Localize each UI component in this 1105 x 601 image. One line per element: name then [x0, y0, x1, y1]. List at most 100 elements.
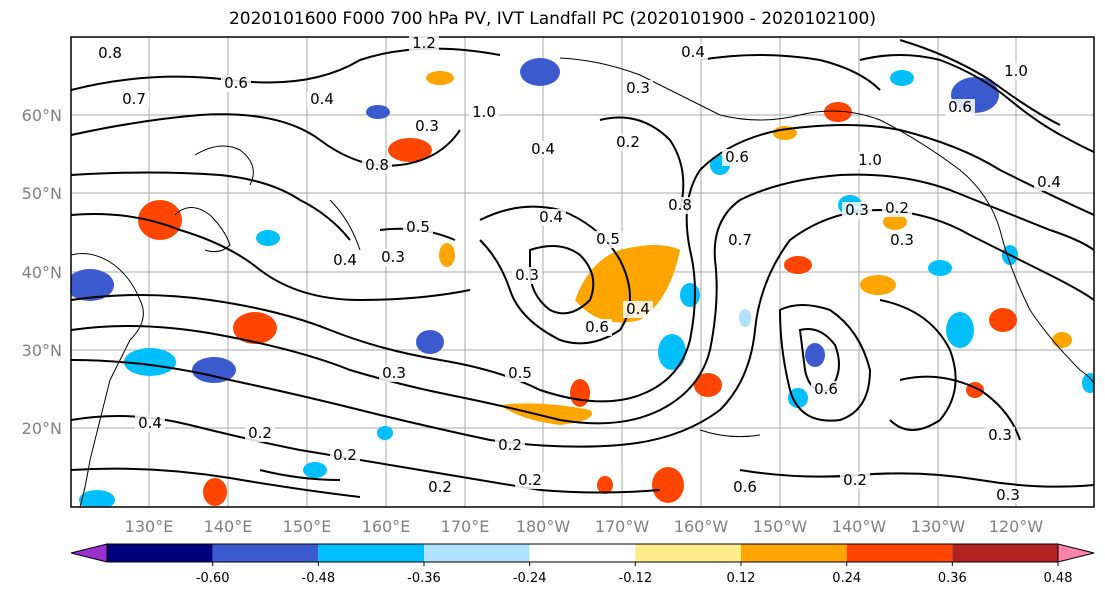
contour-label: 0.3 — [996, 486, 1020, 504]
longitude-label: 170°W — [595, 517, 650, 536]
longitude-label: 180°W — [516, 517, 571, 536]
contour-label-bg — [811, 381, 841, 398]
contour-label-bg — [362, 157, 392, 174]
contour-label: 0.2 — [248, 424, 272, 442]
longitude-labels: 130°E 140°E 150°E 160°E 170°E 180°W 170°W 160°W… — [125, 517, 1044, 536]
negative-anomaly — [366, 105, 390, 119]
contour-label-bg — [1001, 63, 1031, 80]
latitude-label: 20°N — [22, 419, 62, 438]
latitude-label: 50°N — [22, 184, 62, 203]
positive-anomaly — [883, 214, 907, 230]
contour-label: 0.4 — [310, 90, 334, 108]
contour-label: 0.2 — [885, 199, 909, 217]
negative-anomaly — [124, 348, 176, 376]
contour-label-bg — [403, 219, 433, 236]
map-border — [70, 36, 1095, 508]
colorbar-segment — [952, 544, 1058, 562]
positive-anomaly — [388, 138, 432, 162]
positive-anomaly — [138, 200, 182, 240]
contour-label: 0.3 — [890, 231, 914, 249]
contour-label: 0.5 — [596, 230, 620, 248]
contour-label-bg — [95, 45, 125, 62]
negative-anomaly — [71, 269, 114, 301]
colorbar-segment — [318, 544, 424, 562]
positive-anomaly — [1052, 332, 1072, 348]
colorbar-segment — [846, 544, 953, 562]
negative-anomaly — [256, 230, 280, 246]
negative-anomaly — [739, 309, 751, 327]
positive-anomaly — [784, 256, 812, 274]
colorbar-tick-label: -0.60 — [196, 571, 230, 586]
contour-label-bg — [307, 91, 337, 108]
positive-anomaly — [860, 275, 896, 295]
negative-anomaly — [788, 388, 808, 408]
contour-label: 0.6 — [733, 478, 757, 496]
colorbar-segment — [212, 544, 319, 562]
contour-label-bg — [725, 232, 755, 249]
contour-label: 1.0 — [1004, 62, 1028, 80]
contour-label-bg — [409, 35, 439, 52]
positive-anomaly — [203, 478, 227, 506]
positive-anomaly — [652, 467, 684, 503]
colorbar-outline — [106, 543, 1059, 563]
positive-anomaly — [570, 379, 590, 407]
colorbar-tick-label: 0.24 — [832, 571, 861, 586]
contour-label-bg — [1034, 174, 1064, 191]
contour-label-bg — [993, 487, 1023, 504]
contour-label-bg — [623, 301, 653, 318]
colorbar-max-extend — [1057, 543, 1095, 563]
contour-label-bg — [528, 141, 558, 158]
contour-labels: 0.8 0.6 1.2 0.4 0.6 0.7 0.4 0.3 0.8 1.0 0.4 0.3 0.2 0… — [95, 34, 1064, 504]
contour-label-bg — [330, 447, 360, 464]
contour-label: 0.6 — [948, 98, 972, 116]
coastlines — [71, 57, 1094, 507]
positive-anomaly — [439, 243, 455, 267]
contour-label: 0.8 — [365, 156, 389, 174]
contour-label-bg — [245, 425, 275, 442]
contour-label-bg — [855, 152, 885, 169]
contour-label-bg — [985, 427, 1015, 444]
contour-label: 1.0 — [858, 151, 882, 169]
longitude-label: 150°W — [753, 517, 808, 536]
positive-anomaly — [989, 308, 1017, 332]
contour-label-bg — [378, 249, 408, 266]
contour-label-bg — [623, 80, 653, 97]
contour-label: 0.3 — [845, 201, 869, 219]
contour-label: 0.3 — [515, 266, 539, 284]
contour-label: 0.5 — [508, 364, 532, 382]
colorbar-tick-label: 0.48 — [1044, 571, 1073, 586]
contour-label: 0.6 — [725, 148, 749, 166]
negative-anomaly — [680, 283, 700, 307]
colorbar-segment — [741, 544, 847, 562]
contour-label: 0.4 — [539, 208, 563, 226]
latitude-labels: 60°N 50°N 40°N 30°N 20°N — [22, 106, 62, 438]
negative-anomaly — [79, 490, 115, 507]
colorbar-min-extend — [70, 543, 108, 563]
contour-label-bg — [330, 252, 360, 269]
contour-label-bg — [887, 232, 917, 249]
longitude-label: 120°W — [989, 517, 1044, 536]
longitude-label: 160°W — [674, 517, 729, 536]
contour-label-bg — [678, 44, 708, 61]
contour-label: 1.2 — [412, 34, 436, 52]
map-title: 2020101600 F000 700 hPa PV, IVT Landfall… — [228, 9, 876, 29]
latitude-label: 60°N — [22, 106, 62, 125]
longitude-label: 130°E — [125, 517, 174, 536]
positive-anomaly — [500, 403, 592, 425]
contour-label: 0.3 — [381, 248, 405, 266]
colorbar-segment — [107, 544, 213, 562]
longitude-label: 170°E — [441, 517, 490, 536]
contour-label: 0.2 — [843, 471, 867, 489]
contour-label: 0.2 — [428, 478, 452, 496]
contour-label: 0.7 — [728, 231, 752, 249]
contour-label-bg — [593, 231, 623, 248]
contour-label-bg — [840, 472, 870, 489]
positive-anomaly — [426, 71, 454, 85]
positive-anomaly — [597, 476, 613, 494]
contour-label-bg — [412, 118, 442, 135]
colorbar-tick-label: -0.24 — [513, 571, 547, 586]
contour-label: 0.8 — [98, 44, 122, 62]
contour-label: 0.3 — [988, 426, 1012, 444]
contour-label: 0.4 — [138, 414, 162, 432]
positive-anomaly — [233, 312, 277, 344]
